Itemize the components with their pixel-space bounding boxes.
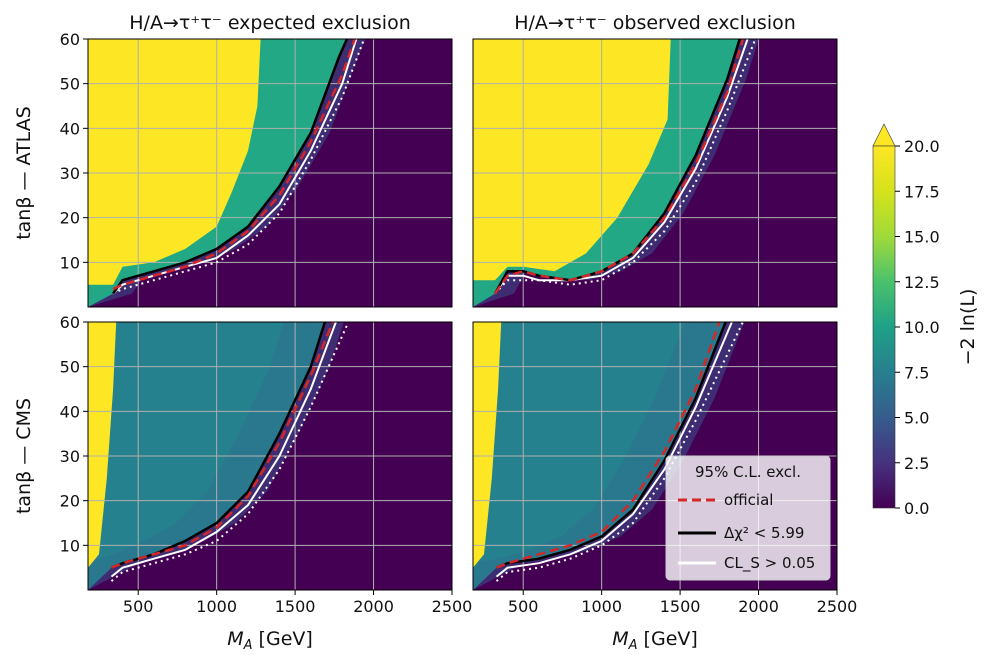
xlabel-left: MA [GeV] xyxy=(227,628,313,653)
contour-delta-chi2 xyxy=(112,39,349,295)
y-tick-label: 30 xyxy=(60,164,80,183)
x-tick-label: 1500 xyxy=(275,597,316,616)
contour-cls-dotted xyxy=(110,322,350,582)
y-tick-label: 30 xyxy=(60,447,80,466)
colorbar-tick-label: 20.0 xyxy=(904,137,940,156)
colorbar-tick-label: 5.0 xyxy=(904,409,929,428)
y-tick-label: 50 xyxy=(60,75,80,94)
ylabel-cms: tanβ — CMS xyxy=(13,398,35,514)
colorbar-gradient xyxy=(872,145,896,509)
contour-official xyxy=(112,39,356,291)
xlabel-left-unit: [GeV] xyxy=(253,628,313,650)
contour-cls xyxy=(112,39,358,295)
y-tick-label: 10 xyxy=(60,536,80,555)
y-tick-label: 40 xyxy=(60,119,80,138)
ticks-group: 10 20 30 40 50 60 10 20 30 40 50 60 500 1000 1500 2000 2… xyxy=(60,30,858,616)
xlabel-right-base: M xyxy=(612,628,628,650)
colorbar-ticks: 0.0 2.5 5.0 7.5 10.0 12.5 15.0 17.5 20.0 xyxy=(895,137,940,518)
y-tick-label: 20 xyxy=(60,492,80,511)
x-tick-label: 1000 xyxy=(196,597,237,616)
colorbar-tick-label: 2.5 xyxy=(904,454,929,473)
colorbar-tick-label: 0.0 xyxy=(904,499,929,518)
y-tick-label: 40 xyxy=(60,402,80,421)
xlabel-left-sub: A xyxy=(243,638,253,653)
xlabel-left-base: M xyxy=(227,628,243,650)
y-tick-label: 60 xyxy=(60,30,80,49)
x-tick-label: 500 xyxy=(508,597,539,616)
legend-label-delta-chi2: Δχ² < 5.99 xyxy=(724,524,804,542)
xlabel-right-sub: A xyxy=(628,638,638,653)
colorbar: 0.0 2.5 5.0 7.5 10.0 12.5 15.0 17.5 20.0 −2 ln(L… xyxy=(872,123,979,518)
xlabel-right: MA [GeV] xyxy=(612,628,698,653)
colorbar-tick-label: 12.5 xyxy=(904,273,940,292)
panel-atlas-expected xyxy=(88,39,452,307)
contour-cls-dotted xyxy=(112,39,366,295)
panel-frame xyxy=(472,321,838,591)
contour-delta-chi2 xyxy=(496,322,727,569)
x-tick-label: 1500 xyxy=(660,597,701,616)
legend-box xyxy=(665,455,831,581)
panel-frame xyxy=(472,38,838,308)
panel-title-expected: H/A→τ⁺τ⁻ expected exclusion xyxy=(129,12,411,34)
colorbar-tick-label: 15.0 xyxy=(904,228,940,247)
xlabel-right-unit: [GeV] xyxy=(638,628,698,650)
panel-title-observed: H/A→τ⁺τ⁻ observed exclusion xyxy=(514,12,796,34)
x-tick-label: 2500 xyxy=(817,597,858,616)
x-tick-label: 1000 xyxy=(581,597,622,616)
contour-cls xyxy=(494,39,749,295)
panel-cms-expected xyxy=(88,322,452,590)
x-tick-label: 2000 xyxy=(353,597,394,616)
contour-official xyxy=(111,322,334,569)
x-tick-label: 2000 xyxy=(738,597,779,616)
contour-cls-dotted xyxy=(494,39,757,295)
x-tick-label: 2500 xyxy=(432,597,473,616)
contour-cls xyxy=(110,322,337,578)
y-tick-label: 60 xyxy=(60,313,80,332)
panels-group xyxy=(87,38,838,591)
y-tick-label: 20 xyxy=(60,209,80,228)
y-tick-label: 50 xyxy=(60,358,80,377)
panel-atlas-observed xyxy=(473,39,837,307)
legend: 95% C.L. excl. official Δχ² < 5.99 CL_S … xyxy=(665,455,831,581)
colorbar-label: −2 ln(L) xyxy=(957,289,979,366)
colorbar-tick-label: 17.5 xyxy=(904,182,940,201)
legend-label-official: official xyxy=(724,491,773,509)
x-tick-label: 500 xyxy=(123,597,154,616)
legend-label-cls: CL_S > 0.05 xyxy=(724,554,815,573)
colorbar-tick-label: 7.5 xyxy=(904,363,929,382)
contour-official xyxy=(493,39,745,295)
y-tick-label: 10 xyxy=(60,253,80,272)
legend-title: 95% C.L. excl. xyxy=(695,463,801,481)
contour-cls-dotted xyxy=(495,322,744,582)
ylabel-atlas: tanβ — ATLAS xyxy=(13,106,35,240)
contour-official xyxy=(496,322,721,569)
colorbar-tick-label: 10.0 xyxy=(904,318,940,337)
contour-cls xyxy=(495,322,733,578)
colorbar-extend-arrow xyxy=(872,123,896,147)
